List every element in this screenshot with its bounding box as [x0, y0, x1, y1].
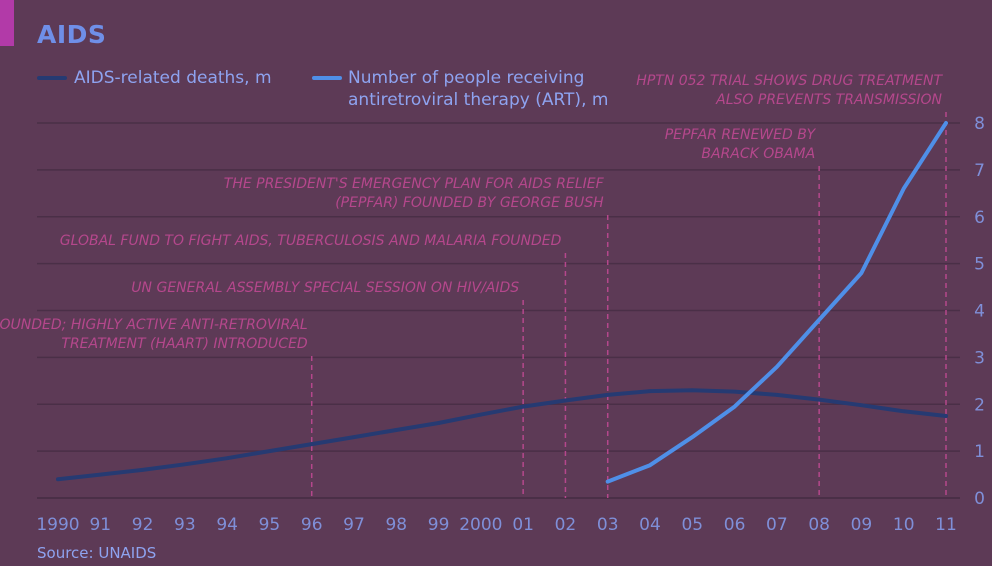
series-line-deaths-point-1999	[436, 421, 441, 425]
series-line-art-point-2009	[859, 271, 864, 275]
x-tick-label-97: 97	[343, 515, 365, 535]
y-tick-label-6: 6	[974, 208, 985, 228]
series-line-deaths-point-1997	[352, 435, 356, 439]
series-line-deaths-point-2009	[859, 403, 864, 407]
annotation-text-2001-0: UN GENERAL ASSEMBLY SPECIAL SESSION ON H…	[131, 280, 519, 296]
x-tick-label-02: 02	[555, 515, 577, 535]
series-line-art-point-2008	[817, 318, 821, 322]
series-line-deaths-point-2001	[521, 404, 525, 409]
x-tick-label-2000: 2000	[459, 515, 502, 535]
x-tick-label-93: 93	[174, 515, 196, 535]
y-tick-label-7: 7	[974, 161, 985, 181]
series-line-art-point-2004	[648, 463, 652, 467]
x-tick-label-99: 99	[428, 515, 450, 535]
series-line-art-point-2003	[606, 479, 610, 484]
x-tick-label-92: 92	[132, 515, 154, 535]
annotation-text-2003-0: THE PRESIDENT'S EMERGENCY PLAN FOR AIDS …	[224, 176, 605, 192]
series-line-art	[605, 121, 948, 484]
series-line-art-point-2011	[944, 121, 948, 125]
annotation-text-2008-0: PEPFAR RENEWED BY	[665, 127, 817, 143]
annotation-text-1996-1: TREATMENT (HAART) INTRODUCED	[61, 336, 308, 352]
series-line-art-point-2005	[690, 435, 694, 439]
x-tick-label-98: 98	[385, 515, 407, 535]
series-line-deaths-point-1993	[183, 462, 187, 466]
y-tick-label-3: 3	[974, 348, 985, 368]
x-tick-label-1990: 1990	[36, 515, 79, 535]
x-tick-label-95: 95	[259, 515, 281, 535]
series-line-deaths-point-1990	[56, 477, 60, 481]
x-tick-label-96: 96	[301, 515, 323, 535]
legend-swatch-art	[312, 76, 342, 80]
legend-swatch-deaths	[37, 76, 67, 80]
series-line-deaths-point-1994	[225, 456, 229, 460]
x-tick-label-94: 94	[216, 515, 238, 535]
series-line-deaths-point-2008	[817, 397, 821, 402]
accent-bar	[0, 0, 14, 46]
source-note: Source: UNAIDS	[37, 544, 157, 562]
legend-label-art: Number of people receiving antiretrovira…	[348, 68, 609, 110]
x-tick-label-03: 03	[597, 515, 619, 535]
series-line-deaths-point-2006	[732, 389, 737, 394]
y-tick-label-1: 1	[974, 442, 985, 462]
series-line-deaths-point-1998	[394, 428, 398, 432]
series-line-deaths-point-1996	[310, 442, 314, 446]
series-line-deaths-point-1995	[267, 449, 272, 453]
series-line-deaths-point-1991	[98, 472, 102, 477]
annotation-text-2008-1: BARACK OBAMA	[701, 146, 815, 162]
x-tick-label-09: 09	[851, 515, 873, 535]
series-line-deaths-point-2002	[563, 398, 568, 403]
x-tick-label-91: 91	[89, 515, 111, 535]
annotation-text-2011-0: HPTN 052 TRIAL SHOWS DRUG TREATMENT	[636, 73, 943, 89]
annotation-text-2003-1: (PEPFAR) FOUNDED BY GEORGE BUSH	[335, 195, 604, 211]
y-tick-label-8: 8	[974, 114, 985, 134]
x-tick-label-04: 04	[639, 515, 661, 535]
y-tick-label-4: 4	[974, 302, 985, 322]
series-line-deaths-point-2007	[775, 393, 779, 397]
y-tick-label-2: 2	[974, 395, 985, 415]
series-line-deaths-point-2003	[606, 393, 610, 397]
x-tick-label-11: 11	[935, 515, 957, 535]
series-line-art-point-2010	[902, 187, 906, 191]
x-tick-label-06: 06	[724, 515, 746, 535]
series-line-deaths-point-2010	[902, 409, 906, 413]
series-line-art-point-2007	[775, 365, 779, 369]
series-line-deaths-point-2011	[944, 414, 948, 418]
x-tick-label-07: 07	[766, 515, 788, 535]
x-tick-label-01: 01	[512, 515, 534, 535]
y-tick-label-0: 0	[974, 489, 985, 509]
series-line-deaths-point-2005	[690, 388, 694, 392]
annotation-text-2011-1: ALSO PREVENTS TRANSMISSION	[715, 92, 942, 108]
x-tick-label-05: 05	[681, 515, 703, 535]
series-line-deaths	[56, 388, 948, 482]
chart-title: AIDS	[37, 20, 107, 49]
series-line-deaths-point-2004	[648, 389, 652, 393]
annotation-text-2002-0: GLOBAL FUND TO FIGHT AIDS, TUBERCULOSIS …	[60, 233, 562, 249]
series-line-deaths-point-2000	[479, 412, 483, 417]
y-tick-label-5: 5	[974, 255, 985, 275]
series-line-deaths-point-1992	[140, 468, 145, 472]
x-tick-label-10: 10	[893, 515, 915, 535]
x-tick-label-08: 08	[808, 515, 830, 535]
legend-label-deaths: AIDS-related deaths, m	[74, 68, 272, 88]
annotation-text-1996-0: UNAIDS FOUNDED; HIGHLY ACTIVE ANTI-RETRO…	[0, 317, 308, 333]
series-line-art-point-2006	[732, 404, 737, 409]
